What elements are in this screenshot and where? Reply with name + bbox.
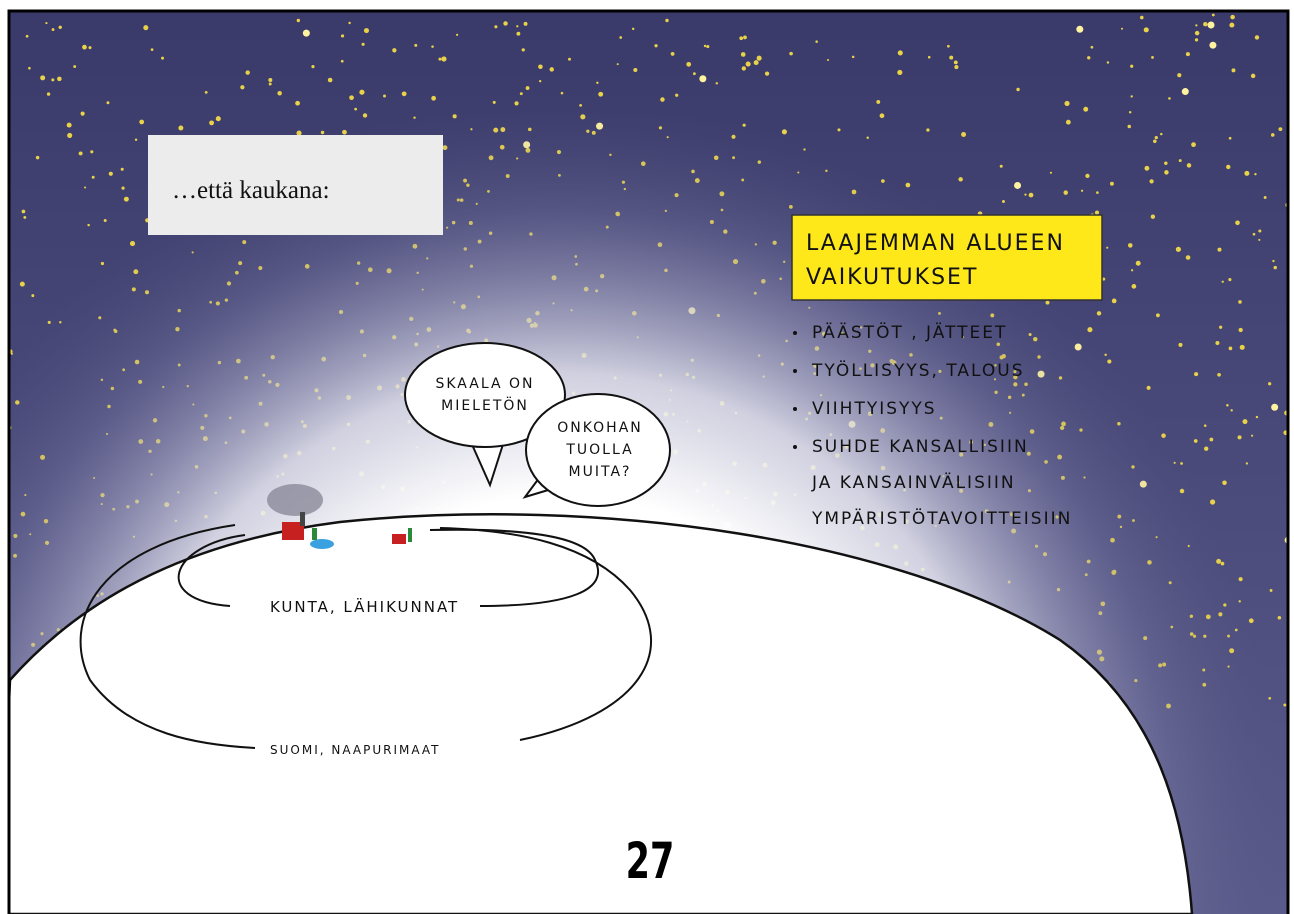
heading-line: LAAJEMMAN ALUEEN [806, 231, 1065, 256]
bullet-dot [793, 331, 797, 335]
speech-text: TUOLLA [565, 442, 633, 458]
bullet-text: TYÖLLISYYS, TALOUS [811, 359, 1025, 381]
star [1, 389, 4, 392]
page-number: 27 [626, 833, 675, 891]
star [1, 169, 5, 173]
bullet-text: JA KANSAINVÄLISIIN [811, 472, 1016, 493]
star [3, 514, 8, 519]
bullet-text: PÄÄSTÖT , JÄTTEET [812, 321, 1007, 343]
panel: …että kaukana: LAAJEMMAN ALUEEN VAIKUTUKS… [0, 0, 1294, 914]
star [0, 513, 2, 516]
chimney [300, 512, 305, 526]
zone-label: SUOMI, NAAPURIMAAT [270, 743, 441, 757]
speech-text: ONKOHAN [557, 420, 643, 436]
tree [312, 528, 317, 540]
house [392, 534, 406, 544]
speech-text: MUITA? [569, 464, 632, 480]
heading-line: VAIKUTUKSET [806, 265, 978, 290]
speech-text: MIELETÖN [441, 396, 529, 414]
comic-page: …että kaukana: LAAJEMMAN ALUEEN VAIKUTUKS… [0, 0, 1294, 914]
bullet-text: YMPÄRISTÖTAVOITTEISIIN [811, 507, 1072, 529]
bullet-text: VIIHTYISYYS [812, 399, 937, 419]
bullet-dot [793, 445, 797, 449]
star [2, 110, 5, 113]
star [2, 361, 7, 366]
star [3, 321, 8, 326]
lake [310, 539, 334, 549]
bullet-dot [793, 369, 797, 373]
star [0, 386, 4, 390]
smoke [267, 484, 323, 516]
bullet-text: SUHDE KANSALLISIIN [812, 437, 1029, 457]
speech-text: SKAALA ON [435, 376, 534, 392]
bullet-dot [793, 407, 797, 411]
zone-label: KUNTA, LÄHIKUNNAT [270, 597, 459, 616]
tree [408, 528, 412, 542]
caption: …että kaukana: [172, 177, 330, 204]
